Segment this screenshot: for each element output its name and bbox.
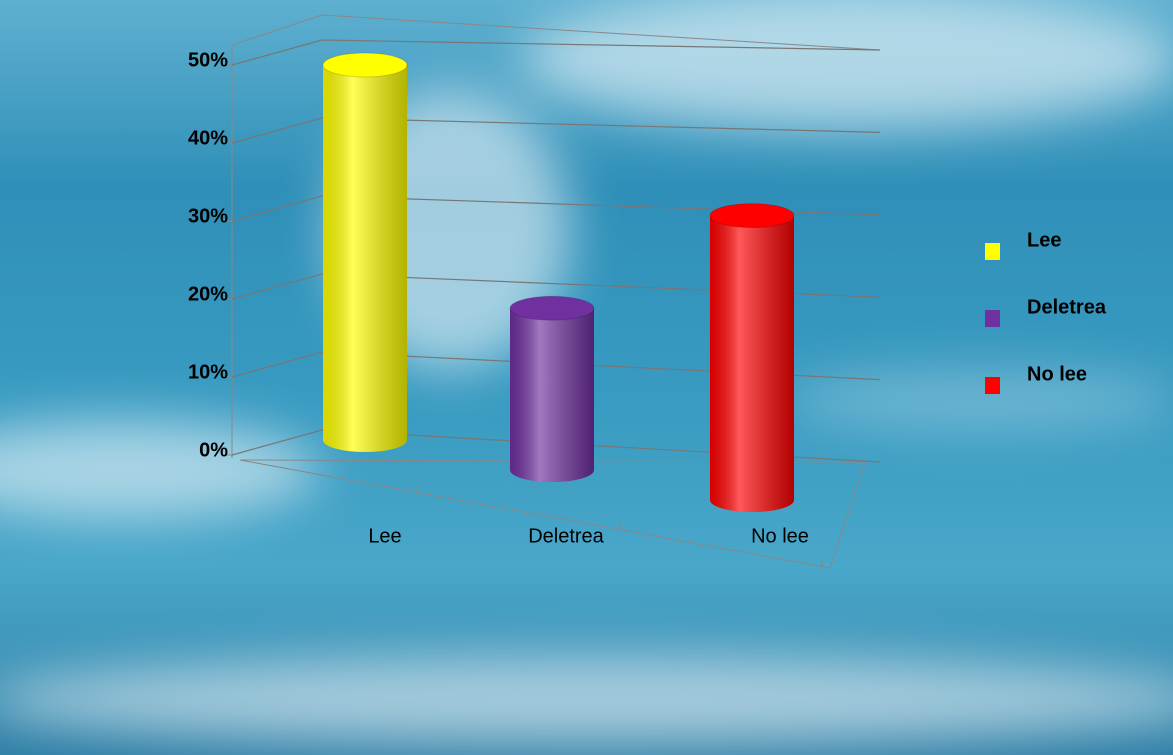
bar-shade — [510, 308, 594, 482]
grid-line — [231, 351, 881, 381]
grid-line — [231, 195, 881, 222]
axis-line — [321, 14, 881, 51]
bar — [322, 52, 408, 452]
y-tick-label: 50% — [188, 49, 228, 71]
legend-label: Deletrea — [1027, 296, 1107, 318]
x-tick-label: Deletrea — [528, 525, 604, 547]
bar-top — [709, 203, 795, 229]
bar-shade — [323, 65, 407, 452]
plot-area: 0% 10% 20% 30% 40% 50% Lee Lee Deletrea Deletrea N… — [188, 14, 1107, 569]
axis-line — [829, 461, 866, 569]
grid-line — [231, 429, 881, 463]
bar-top — [322, 52, 408, 78]
y-tick-label: 0% — [199, 439, 228, 461]
legend-label: Lee — [1027, 229, 1061, 251]
bar-top — [509, 295, 595, 321]
y-tick-label: 40% — [188, 127, 228, 149]
legend-swatch — [985, 243, 1000, 260]
axis-line — [231, 14, 323, 46]
grid-line — [231, 273, 881, 300]
y-tick-label: 20% — [188, 283, 228, 305]
y-tick-label: 30% — [188, 205, 228, 227]
grid-line — [231, 39, 881, 66]
x-tick-label: Lee — [368, 525, 401, 547]
bar-shade — [710, 215, 794, 512]
x-tick-label: No lee — [751, 525, 809, 547]
legend-label: No lee — [1027, 363, 1087, 385]
legend-swatch — [985, 310, 1000, 327]
bar — [509, 295, 595, 482]
y-tick-label: 10% — [188, 361, 228, 383]
axis-line — [239, 459, 831, 569]
legend-swatch — [985, 377, 1000, 394]
bar — [709, 203, 795, 512]
grid-line — [231, 117, 881, 144]
